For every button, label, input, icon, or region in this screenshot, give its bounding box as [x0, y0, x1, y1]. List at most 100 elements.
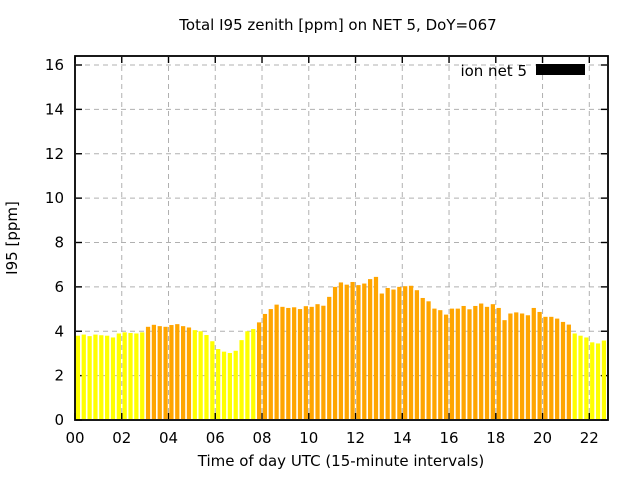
bar-12:45: [373, 276, 379, 419]
bar-14:30: [414, 290, 420, 419]
bar-07:00: [239, 340, 244, 420]
bar-21:30: [578, 335, 583, 419]
bar-07:15: [245, 331, 250, 419]
bar-02:45: [140, 332, 145, 419]
bar-10:00: [309, 306, 314, 419]
bar-00:45: [93, 334, 98, 419]
x-tick-label: 20: [533, 429, 552, 447]
bar-11:30: [344, 284, 349, 419]
bar-10:45: [327, 296, 332, 419]
bar-17:00: [473, 305, 478, 419]
bar-15:30: [438, 310, 443, 419]
bar-07:30: [251, 329, 256, 419]
bar-08:30: [274, 304, 279, 420]
bar-08:15: [268, 309, 273, 419]
bar-03:15: [151, 324, 157, 419]
x-tick-label: 02: [112, 429, 131, 447]
bar-14:00: [403, 286, 408, 419]
bar-04:00: [169, 325, 174, 419]
bar-08:00: [262, 313, 268, 419]
bar-13:15: [385, 287, 390, 419]
bar-13:30: [391, 289, 396, 419]
bar-12:00: [356, 285, 361, 419]
bar-07:45: [256, 322, 262, 420]
bar-01:45: [116, 333, 121, 419]
x-tick-label: 06: [206, 429, 225, 447]
bar-05:30: [204, 335, 209, 419]
chart-title: Total I95 zenith [ppm] on NET 5, DoY=067: [178, 16, 496, 34]
bar-12:15: [362, 283, 367, 419]
bar-11:00: [332, 286, 338, 420]
bar-15:00: [426, 301, 431, 419]
bar-12:30: [368, 279, 373, 419]
bars-layer: [75, 276, 607, 420]
y-tick-label: 4: [54, 322, 64, 340]
bar-14:45: [420, 297, 425, 419]
bar-09:15: [292, 307, 297, 419]
bar-20:45: [560, 321, 566, 419]
x-tick-label: 16: [439, 429, 458, 447]
y-tick-label: 8: [54, 234, 64, 252]
bar-09:30: [297, 309, 303, 419]
x-tick-label: 04: [159, 429, 178, 447]
bar-00:00: [75, 335, 81, 419]
y-tick-label: 14: [45, 100, 64, 118]
bar-08:45: [280, 306, 285, 419]
y-tick-label: 10: [45, 189, 64, 207]
x-tick-label: 22: [580, 429, 599, 447]
bar-15:45: [443, 314, 449, 419]
bar-18:45: [514, 312, 519, 419]
bar-16:45: [467, 309, 472, 419]
bar-01:30: [110, 337, 116, 419]
x-tick-label: 12: [346, 429, 365, 447]
bar-04:45: [186, 327, 192, 419]
bar-04:15: [175, 324, 180, 419]
bar-14:15: [408, 285, 414, 419]
bar-06:15: [221, 351, 227, 419]
bar-09:00: [286, 307, 291, 419]
bar-19:30: [531, 307, 536, 419]
legend-swatch: [536, 64, 585, 75]
bar-01:15: [105, 335, 110, 419]
bar-15:15: [432, 308, 437, 419]
bar-17:30: [484, 306, 490, 419]
y-tick-label: 16: [45, 56, 64, 74]
bar-22:00: [590, 342, 595, 419]
bar-20:15: [549, 316, 554, 419]
bar-11:45: [350, 281, 355, 419]
y-tick-label: 6: [54, 278, 64, 296]
bar-05:45: [210, 341, 215, 419]
bar-01:00: [99, 335, 104, 419]
legend-label: ion net 5: [460, 62, 527, 80]
bar-11:15: [338, 282, 344, 419]
bar-03:00: [145, 326, 151, 419]
bar-16:30: [461, 305, 466, 419]
bar-06:00: [216, 349, 221, 419]
bar-22:15: [595, 343, 601, 419]
plot-border: [74, 55, 609, 421]
x-tick-label: 18: [486, 429, 505, 447]
legend: ion net 5: [460, 62, 585, 80]
bar-18:30: [508, 313, 513, 419]
bar-21:15: [572, 333, 577, 419]
bar-09:45: [303, 306, 308, 419]
x-tick-label: 00: [65, 429, 84, 447]
bar-16:00: [449, 308, 455, 419]
y-axis-label: I95 [ppm]: [3, 201, 21, 275]
bar-16:15: [455, 308, 460, 419]
bar-03:30: [157, 326, 162, 419]
bar-06:30: [227, 352, 232, 419]
bar-17:15: [479, 303, 484, 419]
bar-00:15: [81, 334, 86, 419]
bar-22:30: [601, 340, 607, 419]
y-tick-label: 12: [45, 145, 64, 163]
bar-10:15: [315, 304, 320, 419]
bar-10:30: [321, 305, 326, 419]
y-tick-label: 0: [54, 411, 64, 429]
bar-21:00: [566, 324, 571, 419]
bar-00:30: [87, 336, 92, 419]
bar-18:15: [502, 320, 507, 419]
x-tick-label: 08: [252, 429, 271, 447]
